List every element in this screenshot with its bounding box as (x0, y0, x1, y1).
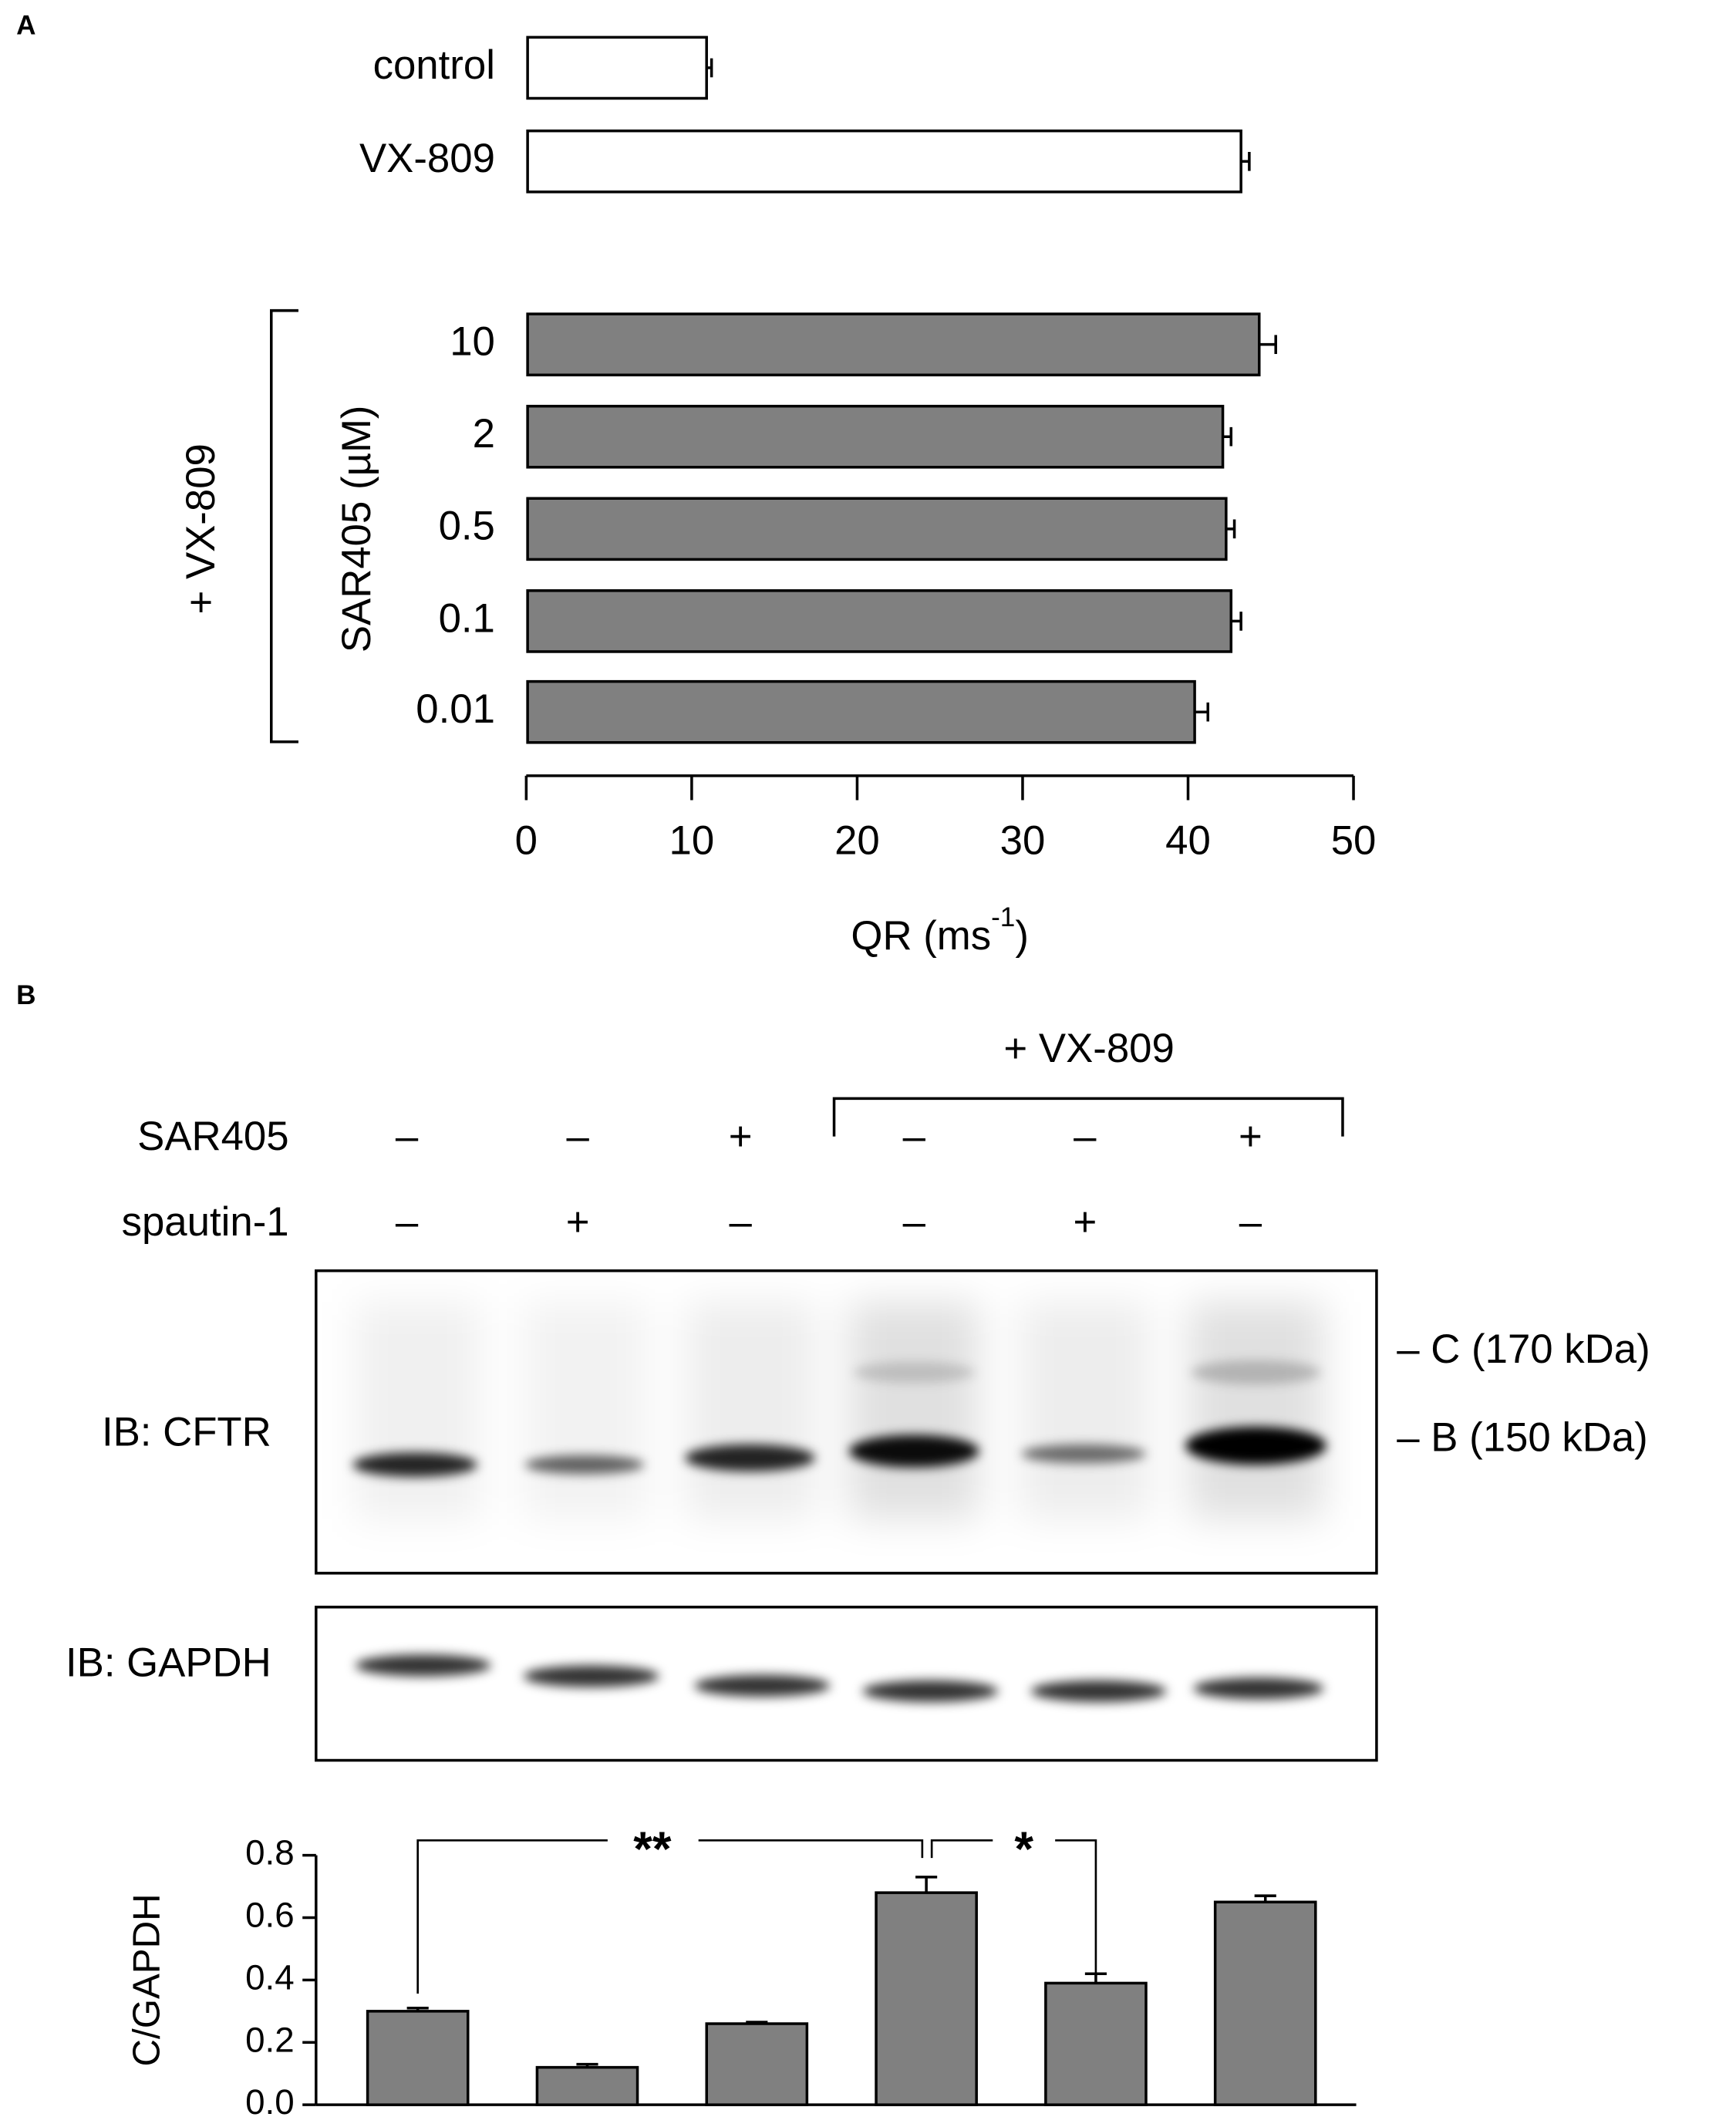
category-label: 0.5 (439, 504, 495, 549)
error-bar (1084, 1972, 1107, 1984)
x-axis-label-part: QR (ms (851, 913, 991, 959)
x-axis-label: QR (ms-1) (851, 903, 1029, 959)
group-bracket (832, 1097, 1344, 1137)
panel-label: B (16, 980, 35, 1010)
x-axis-label-part: -1 (991, 903, 1015, 933)
category-label: 0.1 (439, 595, 495, 641)
sign: – (903, 1114, 926, 1159)
category-label: 0.01 (416, 686, 495, 732)
y-axis-label: C/GAPDH (126, 1893, 168, 2066)
sign: – (396, 1199, 419, 1245)
band-label: – B (150 kDa) (1397, 1414, 1647, 1460)
sign: + (1073, 1199, 1097, 1245)
x-tick-label: 20 (834, 818, 880, 864)
band-label: – C (170 kDa) (1397, 1326, 1650, 1372)
bar (535, 2065, 639, 2106)
group-bracket (270, 308, 298, 743)
sign: + (566, 1199, 590, 1245)
bar (705, 2022, 809, 2106)
sign: – (903, 1199, 926, 1245)
category-label: control (373, 42, 495, 88)
sign: – (396, 1114, 419, 1159)
sign: – (730, 1199, 753, 1245)
y-tick-label: 0.4 (245, 1957, 295, 1997)
error-bar (1241, 151, 1251, 171)
bar (1044, 1981, 1148, 2106)
x-tick-label: 10 (669, 818, 715, 864)
bar (526, 497, 1228, 561)
significance-bracket (416, 1839, 1097, 2005)
x-tick-label: 50 (1331, 818, 1377, 864)
sign: + (1239, 1114, 1262, 1159)
x-tick-label: 30 (1000, 818, 1046, 864)
error-bar (1195, 702, 1210, 722)
bar (875, 1891, 978, 2106)
row-label: spautin-1 (122, 1199, 289, 1245)
error-bar (1222, 426, 1233, 447)
error-bar (706, 58, 713, 78)
x-axis-label-part: ) (1015, 913, 1029, 959)
bar (526, 679, 1196, 744)
y-tick-label: 0.2 (245, 2020, 295, 2059)
blot-frame (315, 1606, 1378, 1762)
sub-group-label: SAR405 (µM) (334, 406, 379, 653)
row-label: SAR405 (137, 1114, 288, 1159)
bar (526, 404, 1225, 469)
blot-label: IB: CFTR (102, 1409, 271, 1455)
category-label: VX-809 (359, 136, 495, 181)
sign: – (1239, 1199, 1262, 1245)
x-tick-label: 0 (515, 818, 538, 864)
panel-label: A (16, 10, 35, 40)
error-bar (1231, 612, 1242, 631)
y-tick-label: 0.0 (245, 2082, 295, 2117)
bar (366, 2010, 470, 2106)
group-label: + VX-809 (178, 443, 224, 614)
category-label: 2 (473, 411, 495, 457)
annotation: ** (633, 1822, 672, 1876)
bar (526, 312, 1261, 376)
bar (526, 35, 708, 100)
blot-label: IB: GAPDH (66, 1640, 271, 1685)
sign: – (567, 1114, 590, 1159)
error-bar (915, 1876, 938, 1893)
smear (355, 1302, 1324, 1519)
bar (1213, 1900, 1317, 2106)
group-label: + VX-809 (1003, 1026, 1174, 1071)
bands (352, 1360, 1326, 1477)
category-label: 10 (450, 319, 495, 365)
y-tick-label: 0.6 (245, 1896, 295, 1935)
y-tick-label: 0.8 (245, 1833, 295, 1873)
error-bar (1259, 335, 1277, 354)
annotation: * (1014, 1822, 1033, 1876)
sign: + (729, 1114, 753, 1159)
x-tick-label: 40 (1165, 818, 1211, 864)
error-bar (1225, 519, 1236, 539)
bands (355, 1654, 1324, 1702)
sign: – (1074, 1114, 1097, 1159)
bar (526, 589, 1233, 653)
bar (526, 129, 1242, 194)
